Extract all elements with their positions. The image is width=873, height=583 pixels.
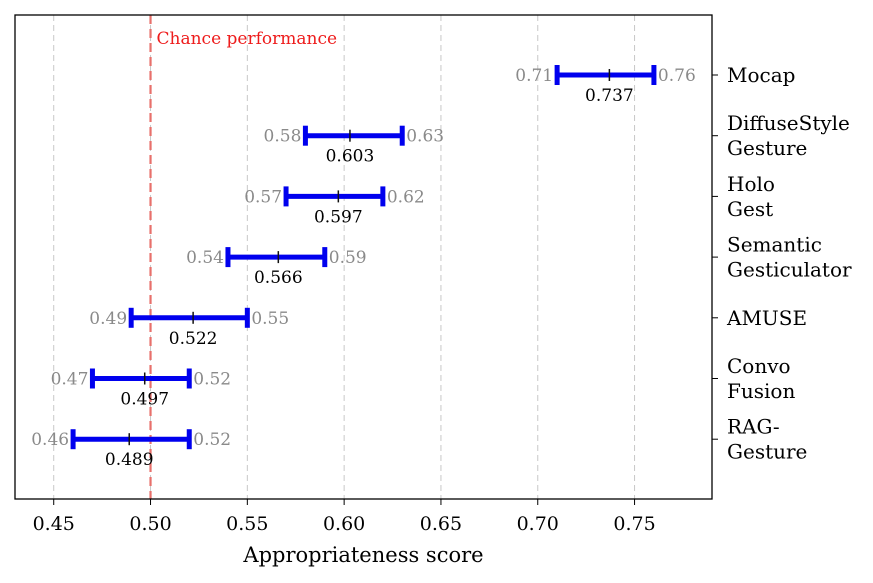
mean-label: 0.737 xyxy=(585,86,634,106)
ci-high-label: 0.63 xyxy=(406,127,444,147)
y-category-label: Mocap xyxy=(727,63,795,87)
ci-low-label: 0.47 xyxy=(51,370,89,390)
error-bar: 0.49 0.55 0.522 xyxy=(89,307,289,349)
ci-high-label: 0.55 xyxy=(251,309,289,329)
mean-label: 0.566 xyxy=(254,268,303,288)
ci-high-label: 0.52 xyxy=(193,370,231,390)
error-bar: 0.54 0.59 0.566 xyxy=(186,247,367,288)
y-axis: MocapDiffuseStyleGestureHoloGestSemantic… xyxy=(712,63,852,464)
mean-label: 0.597 xyxy=(314,207,363,227)
y-category-label: Gesture xyxy=(727,136,807,160)
ci-low-label: 0.49 xyxy=(89,309,127,329)
ci-low-label: 0.54 xyxy=(186,248,224,268)
y-category-label: Gesticulator xyxy=(727,258,852,282)
y-category-label: Semantic xyxy=(727,233,822,257)
x-axis: 0.45 0.50 0.55 0.60 0.65 0.70 0.75 xyxy=(33,499,656,535)
ci-low-label: 0.71 xyxy=(515,66,553,86)
y-category-label: AMUSE xyxy=(726,306,807,330)
x-tick-label: 0.55 xyxy=(226,513,268,535)
ci-high-label: 0.59 xyxy=(329,248,367,268)
chance-label: Chance performance xyxy=(157,29,338,49)
y-category-label: Gest xyxy=(727,197,773,221)
x-tick-label: 0.60 xyxy=(323,513,365,535)
y-category-label: Fusion xyxy=(727,379,795,403)
ci-low-label: 0.46 xyxy=(31,430,69,450)
x-tick-label: 0.65 xyxy=(420,513,462,535)
ci-low-label: 0.58 xyxy=(264,127,302,147)
x-tick-label: 0.45 xyxy=(33,513,75,535)
error-bar: 0.71 0.76 0.737 xyxy=(515,65,696,106)
error-bar: 0.57 0.62 0.597 xyxy=(244,186,425,227)
mean-label: 0.603 xyxy=(326,147,375,167)
error-bar: 0.58 0.63 0.603 xyxy=(264,125,444,167)
error-bar: 0.47 0.52 0.497 xyxy=(51,368,231,410)
ci-high-label: 0.76 xyxy=(658,66,696,86)
chance-reference: Chance performance xyxy=(149,15,338,499)
x-tick-label: 0.70 xyxy=(517,513,559,535)
mean-label: 0.489 xyxy=(105,450,154,470)
y-category-label: DiffuseStyle xyxy=(727,111,850,135)
ci-high-label: 0.52 xyxy=(193,430,231,450)
y-category-label: RAG- xyxy=(727,415,780,439)
y-category-label: Gesture xyxy=(727,440,807,464)
y-category-label: Convo xyxy=(727,354,791,378)
error-bar: 0.46 0.52 0.489 xyxy=(31,429,231,470)
ci-low-label: 0.57 xyxy=(244,187,282,207)
ci-high-label: 0.62 xyxy=(387,187,425,207)
y-category-label: Holo xyxy=(727,172,775,196)
mean-label: 0.497 xyxy=(120,390,169,410)
x-tick-label: 0.50 xyxy=(129,513,171,535)
mean-label: 0.522 xyxy=(169,329,218,349)
x-tick-label: 0.75 xyxy=(613,513,655,535)
x-axis-title: Appropriateness score xyxy=(242,543,483,567)
